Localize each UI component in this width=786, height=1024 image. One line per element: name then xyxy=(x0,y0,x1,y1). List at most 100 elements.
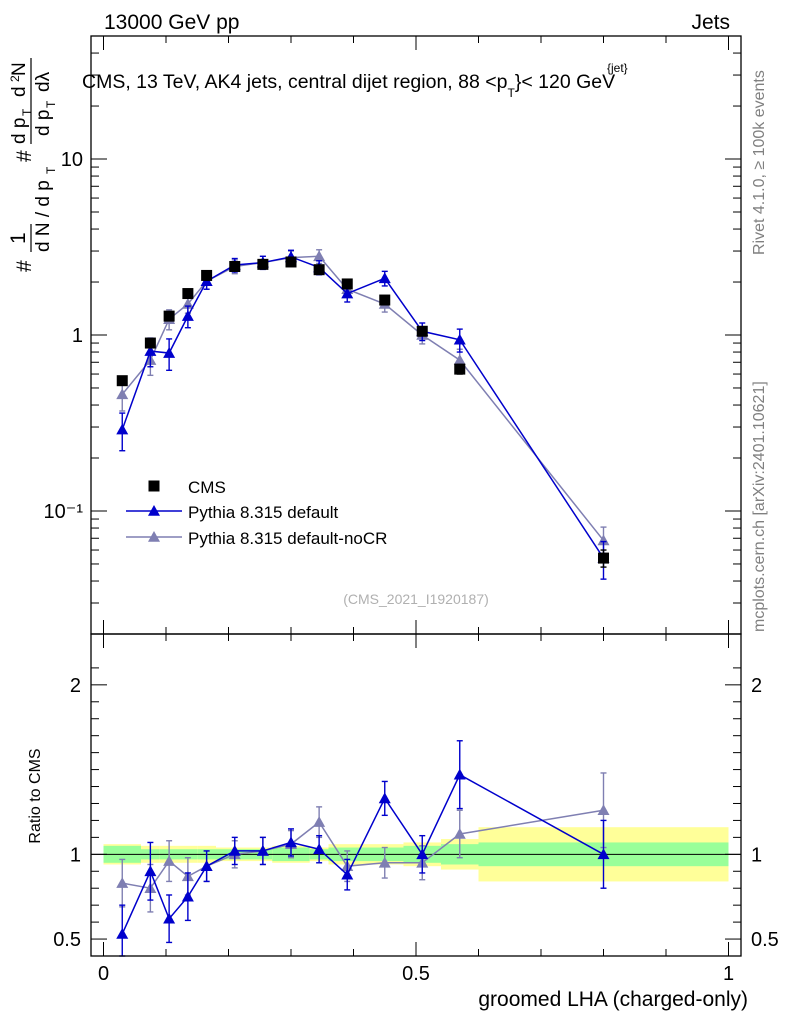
ratio-point xyxy=(256,844,269,856)
ratio-y-tick-label: 0.5 xyxy=(53,929,81,951)
ratio-point xyxy=(144,865,157,877)
ratio-point xyxy=(200,860,213,871)
series-line xyxy=(121,256,605,559)
svg-text:T: T xyxy=(44,166,58,174)
x-tick-label: 0.5 xyxy=(402,963,430,985)
legend-marker xyxy=(148,505,160,516)
svg-text:d N / d p: d N / d p xyxy=(33,180,54,252)
svg-text:2: 2 xyxy=(8,75,22,82)
ratio-point xyxy=(116,877,129,888)
ratio-y-tick-label-right: 0.5 xyxy=(751,929,779,951)
data-point xyxy=(341,287,354,299)
svg-text:1: 1 xyxy=(7,232,30,244)
legend: CMS Pythia 8.315 default Pythia 8.315 defa… xyxy=(126,478,387,548)
svg-text:T: T xyxy=(44,100,58,108)
ratio-point xyxy=(313,816,326,827)
ratio-y-tick-label: 2 xyxy=(70,675,81,697)
ratio-ylabel: Ratio to CMS xyxy=(27,748,44,843)
legend-label: Pythia 8.315 default xyxy=(188,503,339,522)
legend-entry: CMS xyxy=(148,478,226,497)
data-point xyxy=(257,258,269,270)
title-main: CMS, 13 TeV, AK4 jets, central dijet reg… xyxy=(82,71,508,93)
data-point xyxy=(285,256,297,268)
ratio-point xyxy=(285,836,297,848)
data-point xyxy=(116,388,129,400)
title-end: }< 120 GeV xyxy=(515,71,615,93)
data-point xyxy=(454,363,466,375)
main-y-tick-label: 1 xyxy=(72,325,83,347)
data-point xyxy=(341,278,353,290)
title-subscript: T xyxy=(507,86,515,100)
data-point xyxy=(597,534,610,546)
svg-text:dλ: dλ xyxy=(33,71,54,92)
ratio-series-line xyxy=(121,773,604,935)
data-point xyxy=(416,325,428,337)
ratio-point xyxy=(228,844,241,856)
ratio-panel-series xyxy=(116,740,610,957)
svg-text:N: N xyxy=(9,62,30,76)
ratio-point xyxy=(163,912,176,924)
data-point xyxy=(453,333,466,345)
svg-text:T: T xyxy=(20,108,34,116)
x-tick-label: 0 xyxy=(98,963,109,985)
ratio-panel-frame xyxy=(90,633,742,957)
main-y-tick-label: 10⁻¹ xyxy=(44,501,84,523)
data-point xyxy=(598,552,609,564)
svg-text:d p: d p xyxy=(9,118,30,144)
data-point xyxy=(182,288,194,300)
series-cms xyxy=(116,256,609,568)
svg-text:d: d xyxy=(9,86,30,97)
data-point xyxy=(313,264,325,276)
data-point xyxy=(181,310,194,321)
ratio-point xyxy=(416,848,429,860)
legend-marker xyxy=(148,531,160,542)
ratio-y-tick-label: 1 xyxy=(70,844,81,866)
ratio-point xyxy=(163,855,176,866)
ratio-point xyxy=(181,890,194,902)
plot-title: CMS, 13 TeV, AK4 jets, central dijet reg… xyxy=(82,71,615,100)
series-line xyxy=(121,255,605,541)
ratio-y-tick-label-right: 2 xyxy=(751,675,762,697)
svg-text:#: # xyxy=(13,150,36,162)
main-panel-series xyxy=(116,249,610,580)
ratio-point xyxy=(597,804,610,816)
data-point xyxy=(163,310,175,322)
header-right: Jets xyxy=(691,11,730,34)
data-point xyxy=(116,375,128,387)
data-point xyxy=(313,250,326,262)
data-point xyxy=(144,337,156,349)
header-left: 13000 GeV pp xyxy=(104,11,239,34)
legend-label: Pythia 8.315 default-noCR xyxy=(188,529,387,548)
axes: 0 0.5 1 10⁻¹ 1 10 0.5 0.5 1 1 2 2 xyxy=(44,35,779,985)
svg-text:#: # xyxy=(13,260,36,272)
data-point xyxy=(116,423,129,435)
ratio-point xyxy=(341,868,354,880)
ratio-point xyxy=(453,827,466,839)
ratio-point xyxy=(116,927,129,939)
analysis-id: (CMS_2021_I1920187) xyxy=(343,591,489,607)
ratio-series-pythia-8-315-default xyxy=(116,740,610,957)
data-point xyxy=(144,345,157,356)
data-point xyxy=(201,269,213,281)
main-ylabel: # 1 d N / d p T # d p T d 2 N d p T dλ xyxy=(7,58,58,272)
x-tick-label: 1 xyxy=(723,963,734,985)
side-text-rivet: Rivet 4.1.0, ≥ 100k events xyxy=(751,70,768,255)
ratio-y-tick-label-right: 1 xyxy=(751,844,762,866)
legend-label: CMS xyxy=(188,478,226,497)
data-point xyxy=(229,261,241,273)
svg-text:d p: d p xyxy=(33,110,54,136)
ratio-point xyxy=(378,792,391,804)
data-point xyxy=(379,294,391,306)
legend-entry: Pythia 8.315 default-noCR xyxy=(126,529,387,548)
data-point xyxy=(163,347,176,358)
title-superscript: {jet} xyxy=(607,61,628,75)
ratio-point xyxy=(597,848,610,860)
legend-entry: Pythia 8.315 default xyxy=(126,503,339,522)
legend-marker xyxy=(148,480,160,492)
data-point xyxy=(378,272,391,284)
ratio-point xyxy=(453,768,466,780)
ratio-point xyxy=(313,843,326,855)
side-text-mcplots: mcplots.cern.ch [arXiv:2401.10621] xyxy=(751,381,768,632)
ratio-point xyxy=(378,856,391,868)
